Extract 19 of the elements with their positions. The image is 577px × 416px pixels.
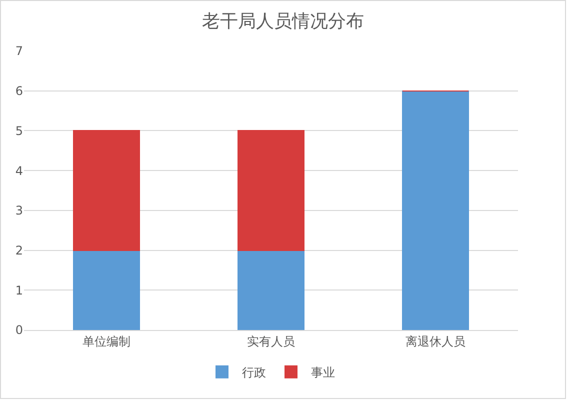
y-tick-label: 7	[15, 44, 23, 58]
y-tick-label: 1	[15, 283, 23, 298]
bar	[238, 130, 304, 251]
chart-title: 老干局人员情况分布	[202, 11, 364, 32]
y-tick-label: 3	[15, 204, 23, 218]
y-tick-label: 2	[15, 243, 23, 258]
bar	[72, 130, 140, 251]
x-tick-label: 离退休人员	[406, 334, 466, 348]
y-tick-label: 0	[15, 323, 23, 338]
legend-label: 行政	[242, 366, 266, 380]
x-tick-label: 实有人员	[247, 334, 295, 348]
y-tick-label: 4	[15, 164, 23, 178]
y-tick-label: 5	[15, 124, 23, 138]
bar	[402, 90, 470, 330]
y-tick-label: 6	[15, 84, 23, 98]
legend-label: 事业	[311, 366, 335, 380]
x-tick-label: 单位编制	[82, 334, 130, 348]
bar	[238, 250, 304, 330]
bar	[72, 250, 140, 330]
